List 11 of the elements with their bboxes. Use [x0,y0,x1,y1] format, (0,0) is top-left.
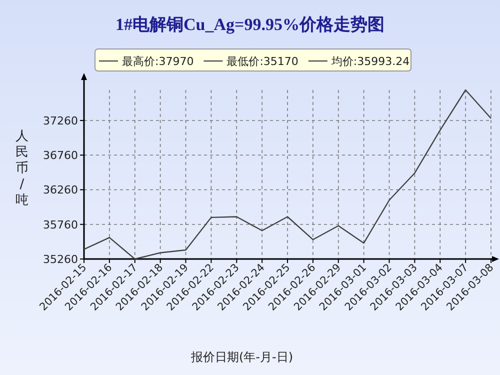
chart-title: 1#电解铜Cu_Ag=99.95%价格走势图 [116,15,384,34]
x-axis-title: 报价日期(年-月-日) [190,350,294,364]
y-tick-label: 36760 [43,149,78,162]
y-tick-label: 36260 [43,184,78,197]
y-tick-label: 37260 [43,114,78,128]
y-axis-title: 人民币/吨 [16,129,28,208]
text: 最高价:37970 [122,55,194,68]
y-tick-label: 35760 [43,218,78,232]
text: 最低价:35170 [226,55,298,68]
text: 均价:35993.24 [330,55,410,68]
y-tick-label: 35260 [43,253,78,266]
